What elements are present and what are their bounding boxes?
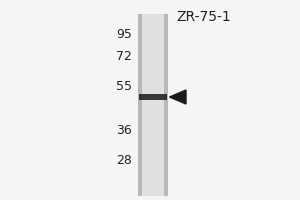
Bar <box>142 14 164 196</box>
Text: 55: 55 <box>116 80 132 92</box>
Bar <box>164 14 168 196</box>
Polygon shape <box>169 90 186 104</box>
Text: 36: 36 <box>116 123 132 136</box>
Text: 28: 28 <box>116 154 132 166</box>
Bar <box>138 14 142 196</box>
Bar <box>139 94 167 100</box>
Text: ZR-75-1: ZR-75-1 <box>177 10 231 24</box>
Text: 95: 95 <box>116 27 132 40</box>
Text: 72: 72 <box>116 49 132 62</box>
